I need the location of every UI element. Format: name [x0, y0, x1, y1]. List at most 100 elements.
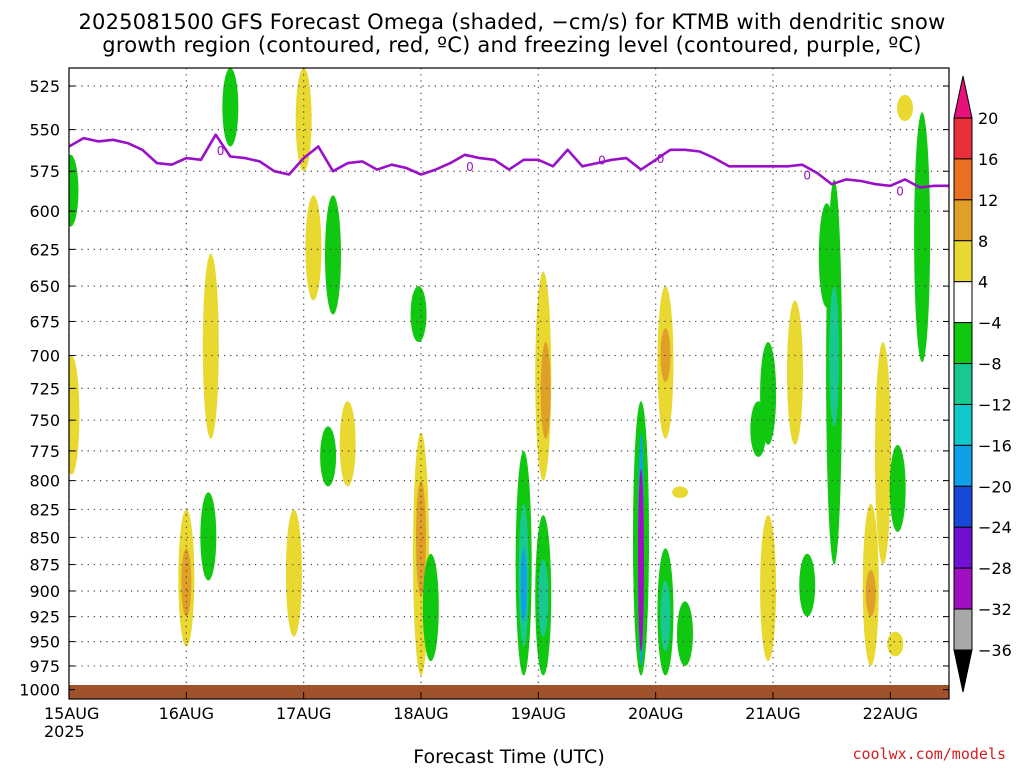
- colorbar-bottom-triangle: [953, 649, 973, 693]
- colorbar-label: 8: [978, 232, 988, 251]
- colorbar-swatch: [953, 281, 973, 324]
- omega-region: [760, 515, 777, 662]
- colorbar-swatch: [953, 444, 973, 487]
- y-tick-label: 950: [29, 633, 60, 652]
- colorbar-swatch: [953, 240, 973, 283]
- y-tick-label: 650: [29, 277, 60, 296]
- omega-region: [305, 195, 322, 301]
- omega-region: [410, 286, 427, 343]
- colorbar-swatch: [953, 567, 973, 610]
- omega-region: [889, 444, 906, 532]
- y-tick-label: 825: [29, 500, 60, 519]
- colorbar-label: 16: [978, 150, 998, 169]
- y-tick-label: 875: [29, 556, 60, 575]
- plot-area: [69, 68, 949, 699]
- colorbar-label: 12: [978, 191, 998, 210]
- y-tick-label: 525: [29, 77, 60, 96]
- omega-region: [875, 342, 891, 565]
- y-tick-label: 550: [29, 121, 60, 140]
- omega-region: [285, 509, 302, 637]
- colorbar-label: −16: [978, 436, 1012, 455]
- omega-region: [339, 401, 356, 487]
- omega-region: [202, 253, 219, 439]
- y-tick-label: 800: [29, 472, 60, 491]
- omega-region: [865, 569, 876, 617]
- chart-title-line-1: 2025081500 GFS Forecast Omega (shaded, −…: [78, 10, 946, 34]
- y-tick-label: 1000: [19, 681, 60, 700]
- colorbar-label: −36: [978, 641, 1012, 660]
- colorbar-label: −8: [978, 355, 1002, 374]
- colorbar-top-triangle: [953, 75, 973, 119]
- colorbar-label: −28: [978, 559, 1012, 578]
- colorbar-label: 4: [978, 273, 988, 292]
- y-tick-label: 700: [29, 347, 60, 366]
- y-tick-label: 900: [29, 582, 60, 601]
- y-tick-label: 625: [29, 240, 60, 259]
- colorbar-swatch: [953, 526, 973, 569]
- x-tick-label: 17AUG: [276, 704, 331, 723]
- plot-frame: [68, 67, 950, 700]
- colorbar-swatch: [953, 158, 973, 201]
- omega-region: [200, 492, 217, 581]
- colorbar-swatch: [953, 608, 973, 651]
- colorbar-swatch: [953, 199, 973, 242]
- y-tick-label: 750: [29, 411, 60, 430]
- colorbar-label: −4: [978, 314, 1002, 333]
- y-tick-label: 600: [29, 202, 60, 221]
- omega-region: [897, 94, 913, 122]
- omega-region: [887, 631, 904, 657]
- omega-region: [660, 580, 671, 652]
- colorbar-swatch: [953, 485, 973, 528]
- omega-region: [538, 559, 549, 637]
- omega-region: [660, 328, 671, 382]
- x-tick-label: 15AUG: [44, 704, 99, 723]
- colorbar-swatch: [953, 322, 973, 365]
- omega-region: [540, 342, 551, 439]
- y-tick-label: 575: [29, 162, 60, 181]
- freezing-level-label: 0: [598, 154, 606, 168]
- omega-region: [422, 553, 439, 662]
- colorbar-label: 20: [978, 109, 998, 128]
- omega-region: [520, 548, 527, 622]
- y-tick-label: 925: [29, 608, 60, 627]
- omega-region: [799, 553, 816, 617]
- omega-region: [914, 112, 931, 363]
- x-tick-label: 19AUG: [511, 704, 566, 723]
- x-tick-label: 20AUG: [628, 704, 683, 723]
- x-tick-label: 21AUG: [745, 704, 800, 723]
- freezing-level-label: 0: [657, 152, 665, 166]
- chart-title-line-2: growth region (contoured, red, ºC) and f…: [102, 33, 922, 57]
- omega-region: [320, 426, 337, 487]
- terrain-top: [69, 685, 949, 688]
- omega-region: [787, 300, 803, 445]
- omega-region: [181, 548, 192, 617]
- omega-region: [69, 154, 79, 227]
- x-tick-label: 18AUG: [393, 704, 448, 723]
- colorbar-label: −32: [978, 600, 1012, 619]
- x-tick-label: 16AUG: [159, 704, 214, 723]
- freezing-level-label: 0: [803, 168, 811, 182]
- colorbar-label: −12: [978, 395, 1012, 414]
- omega-region: [638, 468, 644, 652]
- colorbar-swatch: [953, 363, 973, 405]
- omega-region: [677, 601, 693, 666]
- colorbar-label: −24: [978, 518, 1012, 537]
- x-axis-label: Forecast Time (UTC): [413, 746, 604, 768]
- freezing-level-label: 0: [466, 160, 474, 174]
- terrain-band: [69, 687, 949, 699]
- site-credit: coolwx.com/models: [852, 745, 1006, 763]
- x-tick-label: 2025: [44, 722, 85, 741]
- omega-region: [760, 342, 777, 445]
- omega-region: [295, 68, 312, 172]
- colorbar-label: −20: [978, 477, 1012, 496]
- omega-region: [672, 486, 689, 499]
- freezing-level-label: 0: [896, 184, 904, 198]
- omega-region: [829, 286, 840, 427]
- y-tick-label: 775: [29, 442, 60, 461]
- omega-region: [222, 68, 239, 147]
- freezing-level-line: [69, 133, 949, 189]
- freezing-level-label: 0: [217, 144, 225, 158]
- colorbar-swatch: [953, 403, 973, 446]
- omega-region: [325, 195, 341, 315]
